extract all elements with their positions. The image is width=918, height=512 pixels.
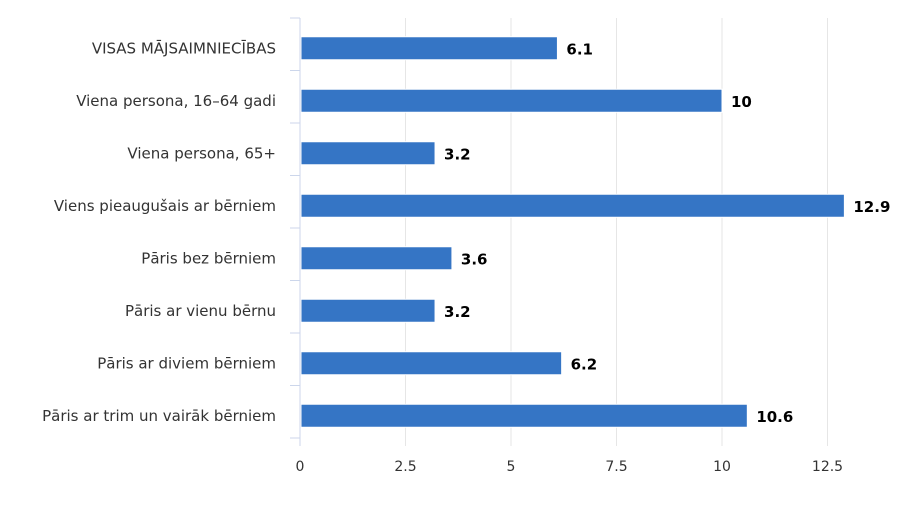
data-label: 10.6 [756,408,793,426]
category-label: VISAS MĀJSAIMNIECĪBAS [92,39,276,57]
grid-lines [405,18,828,446]
data-label: 10 [731,93,752,111]
x-tick-label: 5 [507,459,516,475]
category-label: Pāris ar vienu bērnu [125,302,276,320]
x-tick-label: 10 [713,459,731,475]
bar[interactable] [300,246,453,271]
data-label: 12.9 [853,198,890,216]
x-tick-label: 0 [296,459,305,475]
bar[interactable] [300,141,436,166]
data-label: 3.6 [461,250,488,268]
category-label: Pāris bez bērniem [141,249,276,267]
bar[interactable] [300,298,436,323]
category-label: Viena persona, 65+ [127,144,276,162]
bars [300,36,845,428]
category-label: Viena persona, 16–64 gadi [76,92,276,110]
axis [290,17,301,446]
x-axis-ticks: 0 2.5 5 7.5 10 12.5 [296,459,844,475]
x-tick-label: 7.5 [605,459,627,475]
data-labels: 6.1 10 3.2 12.9 3.6 3.2 6.2 10.6 [444,40,890,426]
bar[interactable] [300,403,748,428]
bar[interactable] [300,193,845,218]
category-label: Pāris ar diviem bērniem [97,354,276,372]
data-label: 6.1 [566,40,593,58]
data-label: 6.2 [571,355,598,373]
data-label: 3.2 [444,145,471,163]
x-tick-label: 12.5 [812,459,843,475]
bar[interactable] [300,351,563,376]
bar[interactable] [300,88,723,113]
bar[interactable] [300,36,558,61]
x-tick-label: 2.5 [394,459,416,475]
category-label: Pāris ar trim un vairāk bērniem [42,407,276,425]
category-label: Viens pieaugušais ar bērniem [54,197,276,215]
data-label: 3.2 [444,303,471,321]
category-labels: VISAS MĀJSAIMNIECĪBAS Viena persona, 16–6… [42,39,276,425]
